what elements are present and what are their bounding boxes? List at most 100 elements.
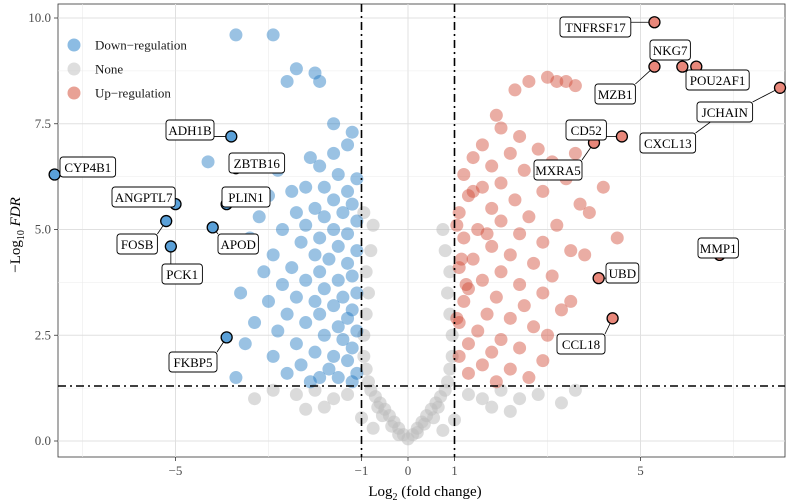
point-up [452, 206, 466, 220]
point-up [513, 341, 527, 355]
point-down [294, 358, 308, 372]
point-none [299, 402, 313, 416]
point-down [336, 206, 350, 220]
gene-label: CCL18 [562, 337, 600, 352]
y-axis-title: −Log10 FDR [8, 197, 27, 273]
point-up [494, 332, 508, 346]
highlight-point [592, 271, 605, 285]
point-none [361, 375, 375, 389]
point-up [461, 337, 475, 351]
point-up [550, 218, 564, 232]
point-none [443, 307, 457, 321]
x-tick-label: −5 [169, 463, 183, 478]
point-down [317, 282, 331, 296]
point-up [461, 282, 475, 296]
point-down [303, 151, 317, 165]
point-down [336, 332, 350, 346]
point-none [443, 362, 457, 376]
highlight-point [48, 168, 61, 181]
point-down [266, 248, 280, 262]
x-tick-label: −1 [355, 463, 369, 478]
legend-key [67, 86, 81, 100]
gene-label-box [559, 16, 632, 38]
point-up [513, 129, 527, 143]
point-down [299, 273, 313, 287]
point-down [313, 265, 327, 279]
point-down [229, 371, 243, 385]
point-up [485, 159, 499, 173]
point-up [475, 180, 489, 194]
point-down [350, 172, 364, 186]
gene-label: TNFRSF17 [565, 20, 626, 35]
point-down [308, 248, 322, 262]
gene-label-box [165, 119, 215, 141]
legend-key [67, 38, 81, 52]
point-up [545, 269, 559, 283]
point-up [466, 252, 480, 266]
point-up [454, 252, 468, 266]
point-down [262, 294, 275, 308]
gene-label: PCK1 [166, 267, 198, 282]
point-down [294, 235, 308, 249]
gene-label-box [59, 156, 117, 178]
point-up [522, 210, 536, 224]
point-up [494, 176, 508, 190]
point-none [461, 387, 475, 401]
point-down [331, 168, 345, 182]
x-axis-title: Log2 (fold change) [368, 484, 481, 502]
point-up [550, 74, 564, 88]
point-up [508, 193, 522, 207]
point-none [357, 349, 371, 363]
point-up [517, 163, 531, 177]
point-none [359, 307, 373, 321]
gene-label-box [639, 132, 697, 154]
gene-label: JCHAIN [702, 105, 749, 120]
point-up [489, 108, 503, 122]
point-down [308, 201, 322, 215]
gene-label-box [221, 186, 271, 208]
point-up [452, 349, 466, 363]
y-tick-label: 5.0 [35, 222, 51, 237]
highlight-point [164, 240, 178, 253]
point-none [366, 421, 380, 435]
point-up [517, 299, 531, 313]
point-down [345, 303, 359, 317]
point-up [457, 168, 471, 182]
point-down [201, 155, 215, 169]
point-down [303, 375, 317, 389]
point-down [345, 125, 359, 139]
gene-label: ADH1B [168, 123, 212, 138]
point-none [361, 286, 375, 300]
point-none [443, 265, 457, 279]
point-down [289, 206, 303, 220]
highlight-point [615, 130, 629, 143]
point-down [331, 320, 345, 334]
point-down [327, 349, 341, 363]
point-down [275, 223, 289, 236]
point-down [313, 231, 327, 245]
point-none [554, 396, 568, 410]
point-up [536, 184, 550, 198]
gene-label: CD52 [571, 123, 602, 138]
point-down [257, 265, 271, 279]
point-up [527, 256, 541, 270]
gene-label-box [594, 83, 636, 105]
point-down [280, 366, 294, 380]
gene-label-box [116, 233, 158, 255]
point-none [266, 383, 280, 397]
point-up [461, 189, 475, 203]
gene-label-box [605, 262, 640, 284]
highlight-point [648, 60, 661, 73]
highlight-point [160, 214, 173, 228]
point-up [503, 248, 517, 262]
point-down [308, 66, 322, 80]
point-down [313, 371, 327, 385]
point-up [536, 354, 550, 368]
point-down [341, 138, 355, 152]
gene-label-box [533, 159, 583, 181]
point-up [578, 248, 592, 262]
point-down [341, 227, 355, 241]
legend-label: Up−regulation [95, 86, 171, 101]
gene-label: APOD [220, 237, 255, 252]
